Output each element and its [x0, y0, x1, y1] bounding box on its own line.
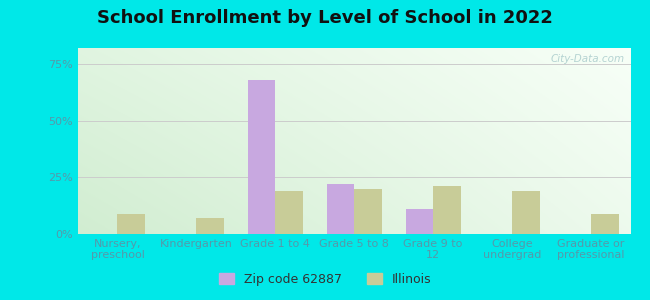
Bar	[118, 214, 145, 234]
Bar	[196, 218, 224, 234]
Bar	[276, 191, 303, 234]
Legend: Zip code 62887, Illinois: Zip code 62887, Illinois	[214, 268, 436, 291]
Bar	[326, 184, 354, 234]
Text: City-Data.com: City-Data.com	[551, 54, 625, 64]
Bar	[248, 80, 276, 234]
Bar	[591, 214, 619, 234]
Bar	[406, 209, 433, 234]
Bar	[354, 189, 382, 234]
Bar	[512, 191, 540, 234]
Bar	[433, 186, 461, 234]
Text: School Enrollment by Level of School in 2022: School Enrollment by Level of School in …	[97, 9, 553, 27]
